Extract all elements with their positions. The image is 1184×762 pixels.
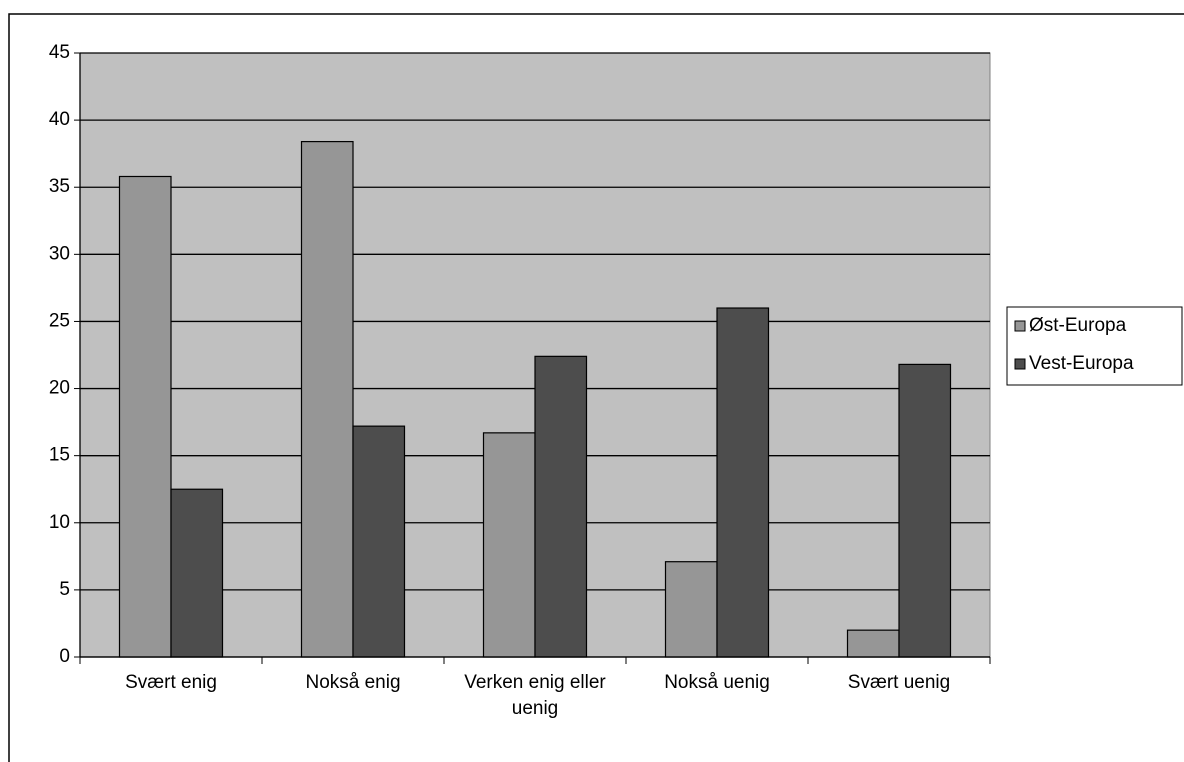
legend-label: Øst-Europa bbox=[1029, 315, 1127, 336]
bar bbox=[534, 355, 588, 658]
x-tick-label: Nokså enig bbox=[305, 672, 401, 693]
bar bbox=[300, 140, 354, 658]
y-tick-label: 0 bbox=[59, 646, 70, 667]
x-tick-label: Svært enig bbox=[125, 672, 217, 693]
bar bbox=[118, 175, 172, 658]
legend-swatch bbox=[1014, 358, 1026, 370]
bar bbox=[482, 432, 536, 658]
x-tick-label: Nokså uenig bbox=[664, 672, 770, 693]
y-tick-label: 25 bbox=[49, 310, 70, 331]
y-tick-label: 10 bbox=[49, 512, 70, 533]
y-tick-label: 20 bbox=[49, 378, 70, 399]
x-tick-label: Svært uenig bbox=[847, 672, 951, 693]
y-tick-label: 5 bbox=[59, 579, 70, 600]
y-tick-label: 30 bbox=[49, 243, 70, 264]
bar bbox=[898, 363, 952, 658]
bar bbox=[170, 488, 224, 658]
y-tick-label: 40 bbox=[49, 109, 70, 130]
bar bbox=[846, 629, 900, 658]
bar bbox=[664, 561, 718, 658]
x-tick-label: Verken enig eller uenig bbox=[464, 672, 606, 719]
y-tick-label: 15 bbox=[49, 445, 70, 466]
legend-swatch bbox=[1014, 320, 1026, 332]
bar bbox=[352, 425, 406, 658]
y-tick-label: 35 bbox=[49, 176, 70, 197]
legend-box bbox=[1006, 306, 1183, 386]
legend-label: Vest-Europa bbox=[1029, 353, 1134, 374]
bar bbox=[716, 307, 770, 658]
y-tick-label: 45 bbox=[49, 42, 70, 63]
